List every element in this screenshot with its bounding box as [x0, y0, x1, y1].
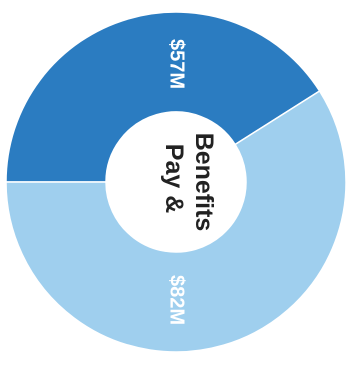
center-label: Pay & Benefits [160, 133, 218, 232]
center-label-line-2: Benefits [190, 133, 218, 232]
donut-slice [5, 11, 321, 183]
slice-labels-group: $57M $82M [166, 39, 188, 325]
donut-center-hole [106, 112, 246, 252]
center-label-line-1: Pay & [160, 144, 188, 213]
slice-label: $82M [166, 275, 188, 325]
slices-group [5, 11, 347, 353]
slice-label: $57M [166, 39, 188, 89]
donut-slice [5, 89, 347, 353]
